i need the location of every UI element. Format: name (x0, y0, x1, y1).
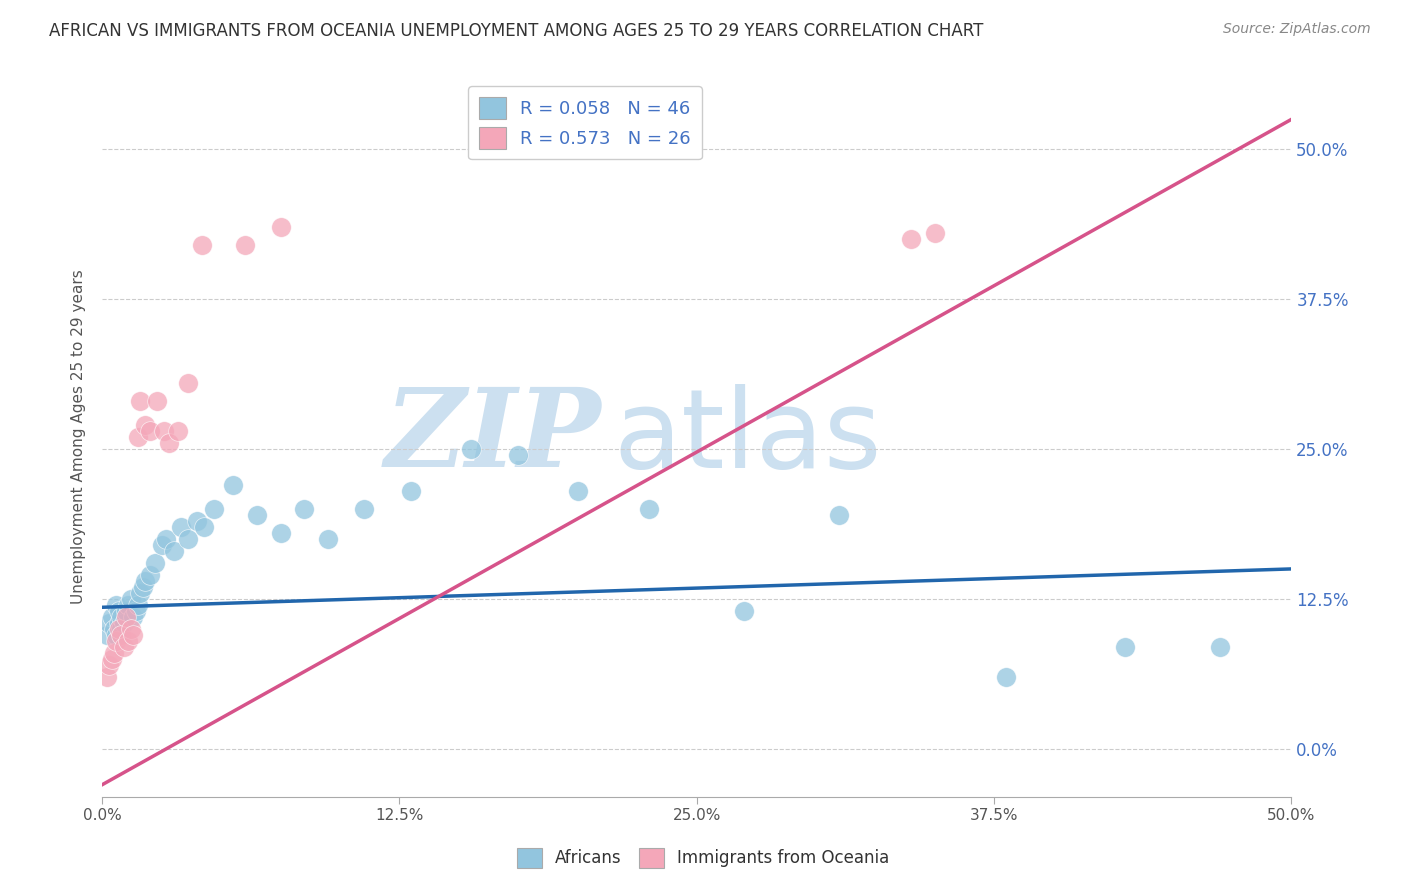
Point (103, 622, 125, 636)
Point (112, 640, 135, 654)
Point (96, 670, 118, 684)
Point (108, 604, 131, 618)
Point (108, 622, 131, 636)
Point (117, 633, 139, 648)
Point (105, 633, 128, 648)
Point (105, 628, 128, 642)
Point (122, 610, 145, 624)
Point (155, 532, 177, 546)
Point (401, 483, 423, 498)
Point (129, 586, 152, 600)
Point (157, 436, 180, 450)
Text: Source: ZipAtlas.com: Source: ZipAtlas.com (1223, 22, 1371, 37)
Point (108, 615, 131, 630)
Point (900, 232, 922, 246)
Point (115, 610, 138, 624)
Point (110, 610, 132, 624)
Point (828, 508, 851, 522)
Point (98, 657, 121, 672)
Point (134, 574, 156, 588)
Point (316, 532, 339, 546)
Point (638, 502, 661, 516)
Point (127, 598, 149, 612)
Point (167, 424, 190, 438)
Y-axis label: Unemployment Among Ages 25 to 29 years: Unemployment Among Ages 25 to 29 years (72, 269, 86, 605)
Text: ZIP: ZIP (385, 384, 602, 491)
Point (131, 580, 153, 594)
Point (994, 670, 1017, 684)
Point (222, 478, 245, 492)
Point (103, 646, 125, 660)
Point (924, 227, 946, 241)
Point (162, 544, 184, 558)
Point (270, 220, 292, 235)
Point (127, 430, 149, 444)
Point (110, 628, 132, 642)
Point (124, 604, 146, 618)
Text: atlas: atlas (613, 384, 882, 491)
Point (246, 508, 269, 522)
Point (233, 238, 256, 252)
Point (150, 538, 173, 552)
Text: AFRICAN VS IMMIGRANTS FROM OCEANIA UNEMPLOYMENT AMONG AGES 25 TO 29 YEARS CORREL: AFRICAN VS IMMIGRANTS FROM OCEANIA UNEMP… (49, 22, 984, 40)
Point (110, 622, 132, 636)
Point (139, 424, 162, 438)
Point (508, 448, 530, 462)
Point (353, 502, 375, 516)
Point (270, 525, 292, 540)
Point (115, 604, 138, 618)
Point (460, 442, 482, 456)
Point (98, 615, 121, 630)
Point (129, 394, 152, 409)
Legend: R = 0.058   N = 46, R = 0.573   N = 26: R = 0.058 N = 46, R = 0.573 N = 26 (468, 87, 702, 160)
Point (153, 424, 176, 438)
Point (202, 502, 225, 516)
Point (105, 598, 128, 612)
Point (120, 622, 142, 636)
Point (193, 520, 215, 534)
Legend: Africans, Immigrants from Oceania: Africans, Immigrants from Oceania (510, 841, 896, 875)
Point (120, 591, 142, 606)
Point (292, 502, 315, 516)
Point (177, 532, 200, 546)
Point (122, 628, 145, 642)
Point (100, 652, 122, 666)
Point (134, 418, 156, 433)
Point (112, 615, 135, 630)
Point (117, 598, 139, 612)
Point (567, 483, 589, 498)
Point (177, 376, 200, 391)
Point (1209, 640, 1232, 654)
Point (96, 628, 118, 642)
Point (146, 394, 169, 409)
Point (139, 568, 162, 582)
Point (1114, 640, 1136, 654)
Point (733, 604, 755, 618)
Point (170, 520, 193, 534)
Point (143, 556, 166, 570)
Point (186, 514, 208, 528)
Point (100, 610, 122, 624)
Point (191, 238, 214, 252)
